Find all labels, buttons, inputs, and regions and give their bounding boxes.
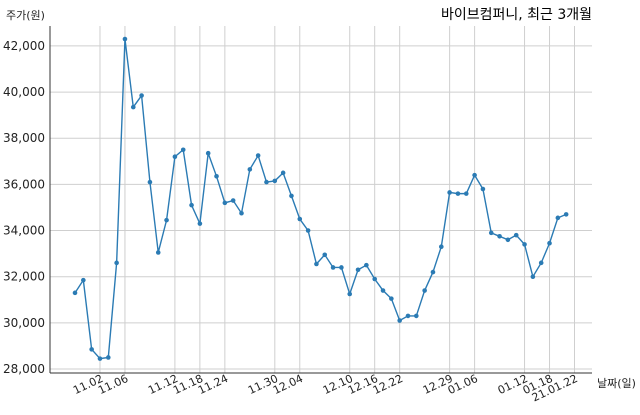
axes <box>49 26 592 374</box>
data-point <box>513 232 519 238</box>
data-point <box>247 167 253 172</box>
data-point <box>530 274 536 279</box>
data-point <box>81 277 86 283</box>
data-point <box>497 234 502 239</box>
data-point <box>372 276 378 282</box>
data-point <box>505 237 511 243</box>
data-point <box>147 179 153 185</box>
data-point <box>205 150 211 156</box>
data-point <box>155 250 161 255</box>
data-point <box>197 221 203 226</box>
y-tick-label: 36,000 <box>3 177 45 191</box>
data-point <box>463 191 469 196</box>
data-point <box>397 318 402 323</box>
data-point <box>214 174 219 179</box>
data-point <box>289 193 294 199</box>
data-point <box>447 190 452 195</box>
data-point <box>364 262 369 268</box>
y-axis-label: 주가(원) <box>6 9 45 22</box>
data-point <box>430 269 436 275</box>
data-point <box>139 93 144 98</box>
data-point <box>239 210 244 216</box>
data-point <box>106 355 111 360</box>
data-point <box>305 228 311 233</box>
data-point <box>330 265 336 270</box>
data-point <box>222 200 228 206</box>
data-point <box>280 170 286 176</box>
y-tick-label: 28,000 <box>3 362 45 376</box>
data-point <box>72 290 78 296</box>
y-tick-label: 32,000 <box>3 270 45 284</box>
data-point <box>414 313 419 319</box>
data-point <box>272 178 278 184</box>
data-point <box>439 244 444 249</box>
data-point <box>339 265 344 270</box>
data-point <box>538 260 544 266</box>
y-tick-labels: 28,000 30,000 32,000 34,000 36,000 38,000 40,0… <box>3 39 45 376</box>
data-point <box>180 147 186 153</box>
data-point <box>230 198 236 203</box>
data-point <box>172 154 178 159</box>
data-point <box>189 202 194 208</box>
data-point <box>347 291 353 297</box>
data-point <box>555 215 561 221</box>
x-axis-label: 날짜(일) <box>597 376 636 390</box>
data-point <box>122 36 128 42</box>
data-point <box>255 153 261 158</box>
data-point <box>114 260 119 266</box>
y-tick-label: 40,000 <box>3 85 45 99</box>
data-point <box>164 217 169 223</box>
data-point <box>297 216 303 222</box>
data-point <box>422 288 427 293</box>
data-point <box>314 261 319 267</box>
data-point <box>97 356 103 361</box>
data-point <box>563 212 569 217</box>
data-point <box>355 267 361 273</box>
y-tick-label: 34,000 <box>3 224 45 238</box>
data-point <box>405 313 411 319</box>
y-tick-label: 42,000 <box>3 39 45 53</box>
series-line <box>74 38 567 360</box>
data-point <box>89 347 94 352</box>
data-point <box>389 296 394 301</box>
data-point <box>130 104 136 110</box>
data-point <box>472 172 477 178</box>
data-point <box>455 191 461 196</box>
data-point <box>522 242 527 247</box>
y-tick-label: 30,000 <box>3 316 45 330</box>
data-point <box>380 288 386 293</box>
y-tick-label: 38,000 <box>3 131 45 145</box>
data-point <box>488 230 494 236</box>
data-point <box>480 186 486 192</box>
data-point <box>547 240 552 246</box>
data-point <box>264 179 269 185</box>
series-layer <box>72 36 569 361</box>
grid-lines <box>50 26 592 373</box>
data-point <box>322 252 328 258</box>
chart-title: 바이브컴퍼니, 최근 3개월 <box>441 7 592 23</box>
